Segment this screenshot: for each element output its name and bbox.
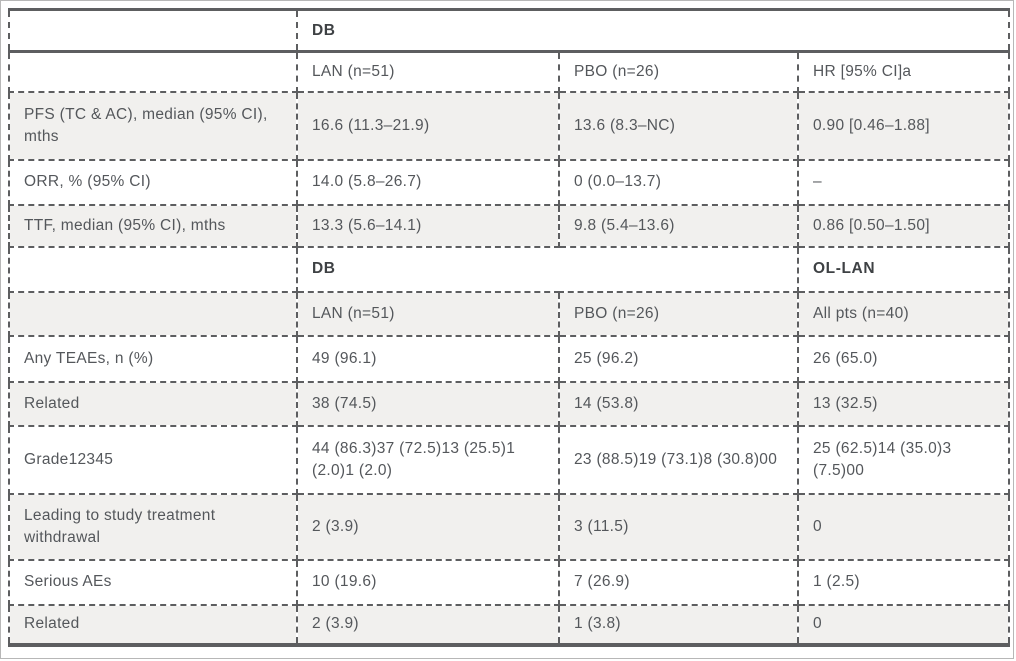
table-row-related-teaes: Related 38 (74.5) 14 (53.8) 13 (32.5) <box>8 380 1011 427</box>
row-label: PFS (TC & AC), median (95% CI), mths <box>8 90 298 161</box>
safety-column-header-row: LAN (n=51) PBO (n=26) All pts (n=40) <box>8 290 1011 337</box>
row-label: Leading to study treatment withdrawal <box>8 492 298 561</box>
safety-ol-lan-group-header: OL-LAN <box>796 245 1011 293</box>
empty-header-cell <box>8 245 298 293</box>
row-label: Any TEAEs, n (%) <box>8 334 298 383</box>
cell-pbo: 0 (0.0–13.7) <box>558 158 799 206</box>
clinical-results-table: DB LAN (n=51) PBO (n=26) HR [95% CI]a PF… <box>8 8 1011 647</box>
table-row-grade: Grade12345 44 (86.3)37 (72.5)13 (25.5)1 … <box>8 424 1011 495</box>
empty-header-cell <box>8 290 298 337</box>
empty-header-cell <box>8 8 298 53</box>
cell-pbo: 1 (3.8) <box>558 603 799 647</box>
cell-pbo: 23 (88.5)19 (73.1)8 (30.8)00 <box>558 424 799 495</box>
col-header-pbo: PBO (n=26) <box>558 290 799 337</box>
col-header-lan: LAN (n=51) <box>296 290 560 337</box>
table-row-related-serious: Related 2 (3.9) 1 (3.8) 0 <box>8 603 1011 647</box>
cell-pbo: 14 (53.8) <box>558 380 799 427</box>
cell-hr: 0.90 [0.46–1.88] <box>796 90 1011 161</box>
efficacy-db-group-header: DB <box>295 8 1011 53</box>
cell-lan: 13.3 (5.6–14.1) <box>296 203 560 248</box>
cell-all: 1 (2.5) <box>796 558 1011 606</box>
cell-lan: 10 (19.6) <box>296 558 560 606</box>
cell-hr: 0.86 [0.50–1.50] <box>796 203 1011 248</box>
cell-pbo: 13.6 (8.3–NC) <box>558 90 799 161</box>
row-label: ORR, % (95% CI) <box>8 158 298 206</box>
safety-db-group-header: DB <box>296 245 799 293</box>
cell-lan: 38 (74.5) <box>296 380 560 427</box>
cell-pbo: 3 (11.5) <box>558 492 799 561</box>
col-header-hr: HR [95% CI]a <box>796 50 1011 93</box>
col-header-lan: LAN (n=51) <box>296 50 560 93</box>
col-header-pbo: PBO (n=26) <box>558 50 799 93</box>
cell-lan: 2 (3.9) <box>296 492 560 561</box>
table-row-serious-aes: Serious AEs 10 (19.6) 7 (26.9) 1 (2.5) <box>8 558 1011 606</box>
cell-all: 26 (65.0) <box>796 334 1011 383</box>
row-label: Related <box>8 380 298 427</box>
cell-all: 13 (32.5) <box>796 380 1011 427</box>
row-label: TTF, median (95% CI), mths <box>8 203 298 248</box>
cell-lan: 16.6 (11.3–21.9) <box>296 90 560 161</box>
col-header-all-pts: All pts (n=40) <box>796 290 1011 337</box>
row-label: Related <box>8 603 298 647</box>
cell-hr: – <box>796 158 1011 206</box>
cell-lan: 44 (86.3)37 (72.5)13 (25.5)1 (2.0)1 (2.0… <box>296 424 560 495</box>
cell-all: 0 <box>796 603 1011 647</box>
safety-group-header-row: DB OL-LAN <box>8 245 1011 293</box>
cell-all: 0 <box>796 492 1011 561</box>
table-row-orr: ORR, % (95% CI) 14.0 (5.8–26.7) 0 (0.0–1… <box>8 158 1011 206</box>
table-row-ttf: TTF, median (95% CI), mths 13.3 (5.6–14.… <box>8 203 1011 248</box>
table-row-withdrawal: Leading to study treatment withdrawal 2 … <box>8 492 1011 561</box>
empty-header-cell <box>8 50 298 93</box>
efficacy-group-header-row: DB <box>8 8 1011 53</box>
cell-lan: 14.0 (5.8–26.7) <box>296 158 560 206</box>
cell-pbo: 7 (26.9) <box>558 558 799 606</box>
efficacy-column-header-row: LAN (n=51) PBO (n=26) HR [95% CI]a <box>8 50 1011 93</box>
row-label: Serious AEs <box>8 558 298 606</box>
cell-pbo: 9.8 (5.4–13.6) <box>558 203 799 248</box>
cell-all: 25 (62.5)14 (35.0)3 (7.5)00 <box>796 424 1011 495</box>
row-label: Grade12345 <box>8 424 298 495</box>
table-row-pfs: PFS (TC & AC), median (95% CI), mths 16.… <box>8 90 1011 161</box>
cell-pbo: 25 (96.2) <box>558 334 799 383</box>
cell-lan: 49 (96.1) <box>296 334 560 383</box>
cell-lan: 2 (3.9) <box>296 603 560 647</box>
table-row-any-teaes: Any TEAEs, n (%) 49 (96.1) 25 (96.2) 26 … <box>8 334 1011 383</box>
